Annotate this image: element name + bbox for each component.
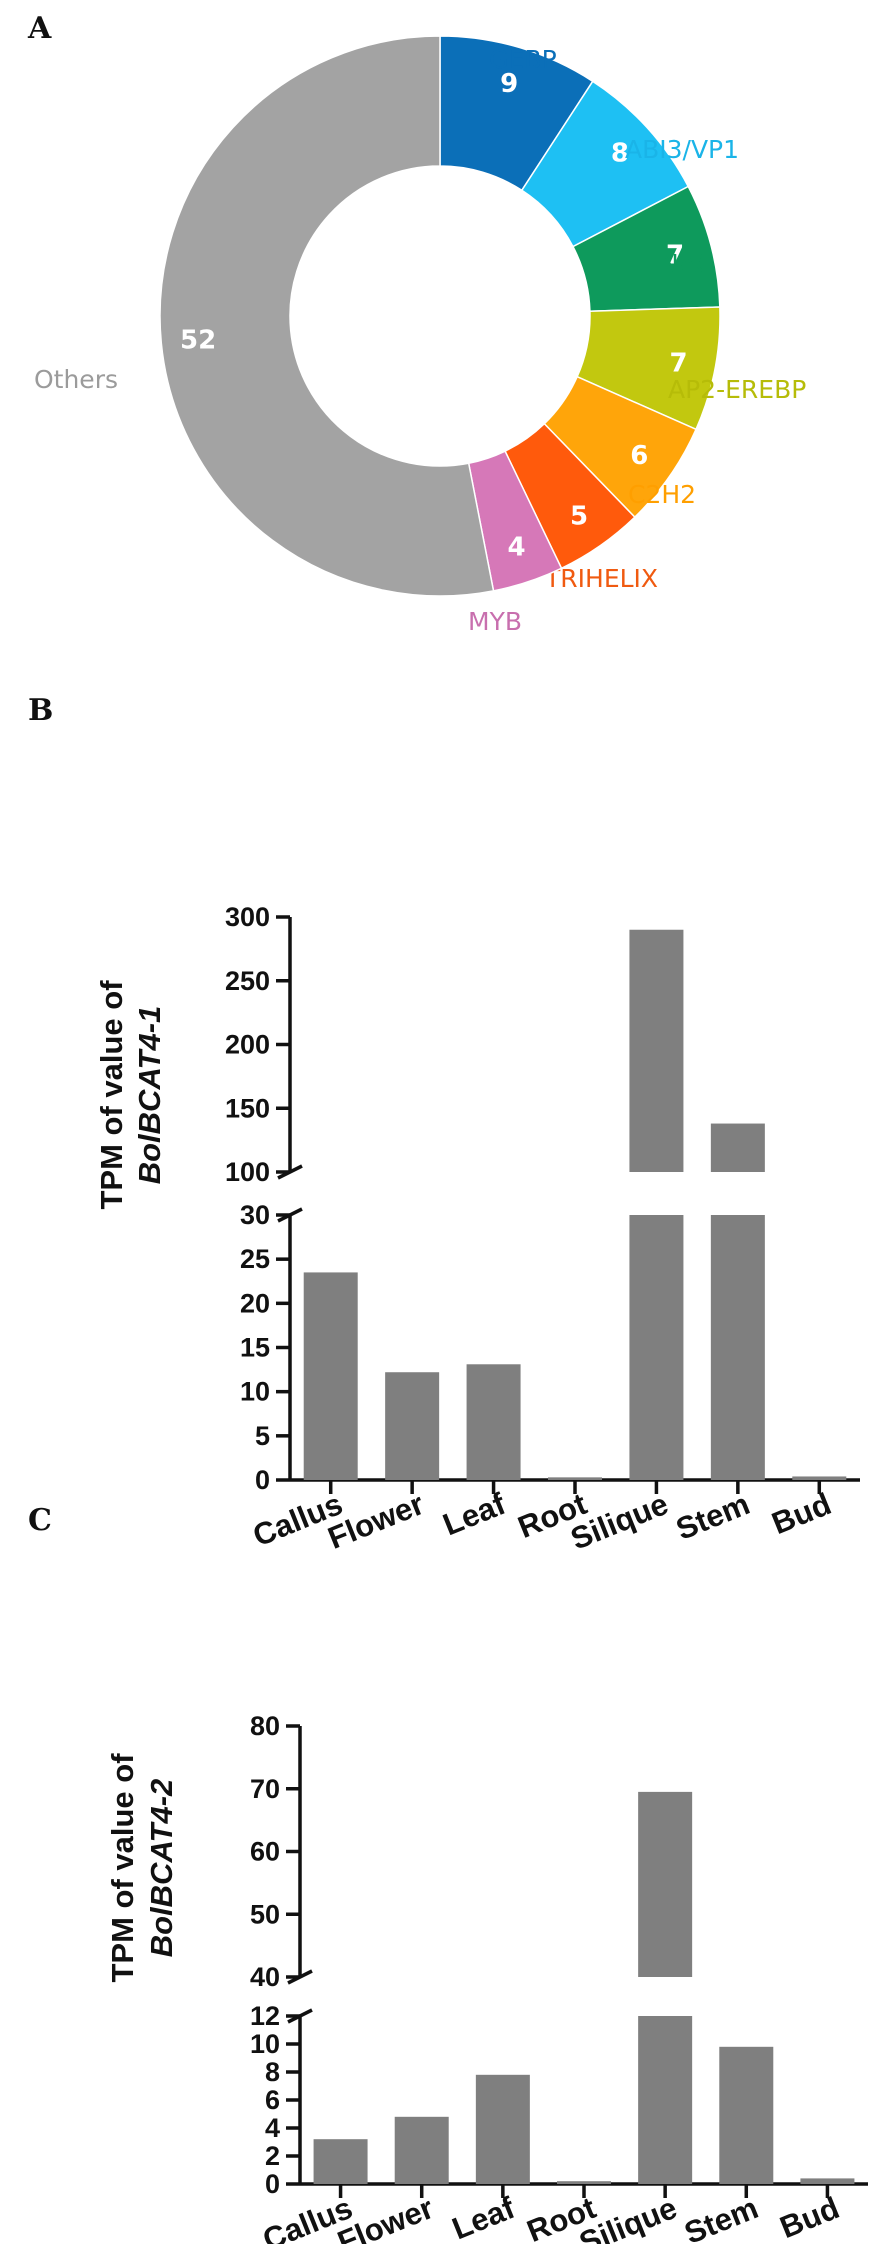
donut-chart: 9GEBP8ABI3/VP17NAC7AP2-EREBP6C2H25TRIHEL… — [34, 35, 806, 636]
slice-value-ap2-erebp: 7 — [669, 348, 687, 378]
y-tick-label: 5 — [255, 1421, 270, 1451]
bar-silique-upper — [638, 1791, 693, 1977]
y-tick-label: 4 — [265, 2113, 280, 2143]
y-axis-label-line2: BolBCAT4-1 — [132, 1006, 167, 1185]
bar-stem-lower — [710, 1215, 765, 1480]
slice-value-gebp: 9 — [500, 69, 518, 99]
y-tick-label: 20 — [240, 1288, 270, 1318]
y-tick-label: 40 — [250, 1962, 280, 1992]
x-tick-label-bud: Bud — [767, 1486, 836, 1541]
y-tick-label: 2 — [265, 2141, 280, 2171]
y-tick-label: 0 — [255, 1465, 270, 1495]
panel-letter-a: A — [27, 11, 52, 46]
y-tick-label: 8 — [265, 2057, 280, 2087]
slice-label-ap2-erebp: AP2-EREBP — [668, 375, 806, 404]
x-tick-label-flower: Flower — [323, 1486, 429, 1556]
y-tick-label: 150 — [225, 1093, 270, 1123]
panel-letter-c: C — [28, 1503, 52, 1538]
bar-silique-lower — [629, 1215, 684, 1480]
x-tick-label-bud: Bud — [775, 2190, 844, 2244]
slice-value-others: 52 — [180, 325, 216, 355]
y-tick-label: 10 — [240, 1377, 270, 1407]
slice-label-myb: MYB — [468, 607, 522, 636]
y-tick-label: 0 — [265, 2169, 280, 2199]
y-tick-label: 70 — [250, 1774, 280, 1804]
donut-slice-others — [159, 35, 495, 597]
bar-leaf — [475, 2074, 530, 2184]
y-tick-label: 80 — [250, 1711, 280, 1741]
y-axis-label-line2: BolBCAT4-2 — [144, 1779, 179, 1958]
slice-label-abi3-vp1: ABI3/VP1 — [625, 135, 739, 164]
y-tick-label: 200 — [225, 1030, 270, 1060]
slice-value-nac: 7 — [666, 240, 684, 270]
bar-root — [557, 2181, 611, 2184]
y-tick-label: 12 — [250, 2001, 280, 2031]
y-axis-label-line1: TPM of value of — [105, 1753, 140, 1983]
bar-silique-lower — [638, 2016, 693, 2184]
y-axis-label-line1: TPM of value of — [94, 980, 129, 1210]
y-tick-label: 6 — [265, 2085, 280, 2115]
panel-letter-b: B — [28, 693, 53, 728]
slice-value-c2h2: 6 — [630, 441, 648, 471]
x-tick-label-leaf: Leaf — [438, 1486, 511, 1543]
slice-label-gebp: GEBP — [489, 45, 556, 74]
bar-bud — [800, 2178, 855, 2184]
bar-callus — [313, 2139, 368, 2184]
bar-flower — [394, 2116, 449, 2184]
x-tick-label-stem: Stem — [671, 1486, 754, 1547]
slice-label-c2h2: C2H2 — [628, 480, 696, 509]
bar-leaf — [466, 1364, 521, 1480]
bar-stem — [719, 2046, 774, 2184]
y-tick-label: 30 — [240, 1200, 270, 1230]
bar-stem-upper — [710, 1123, 765, 1172]
y-tick-label: 100 — [225, 1157, 270, 1187]
bar-chart-bolbcat4-1: TPM of value of BolBCAT4-1 0 5 10 15 20 25 30 1… — [94, 902, 860, 1557]
bar-root — [548, 1477, 602, 1480]
bar-callus — [303, 1272, 358, 1480]
y-tick-label: 25 — [240, 1244, 270, 1274]
y-tick-label: 60 — [250, 1837, 280, 1867]
y-tick-label: 15 — [240, 1333, 270, 1363]
slice-label-others: Others — [34, 365, 118, 394]
bar-bud — [792, 1476, 847, 1480]
slice-value-myb: 4 — [508, 533, 526, 563]
slice-label-trihelix: TRIHELIX — [544, 564, 658, 593]
y-tick-label: 50 — [250, 1899, 280, 1929]
bar-silique-upper — [629, 929, 684, 1172]
x-tick-label-stem: Stem — [680, 2190, 763, 2244]
bar-flower — [385, 1372, 440, 1480]
y-tick-label: 250 — [225, 966, 270, 996]
slice-label-nac: NAC — [660, 249, 713, 278]
x-tick-label-leaf: Leaf — [447, 2190, 520, 2244]
y-tick-label: 10 — [250, 2029, 280, 2059]
slice-value-trihelix: 5 — [570, 501, 588, 531]
slice-value-abi3-vp1: 8 — [611, 139, 629, 169]
y-tick-label: 300 — [225, 902, 270, 932]
